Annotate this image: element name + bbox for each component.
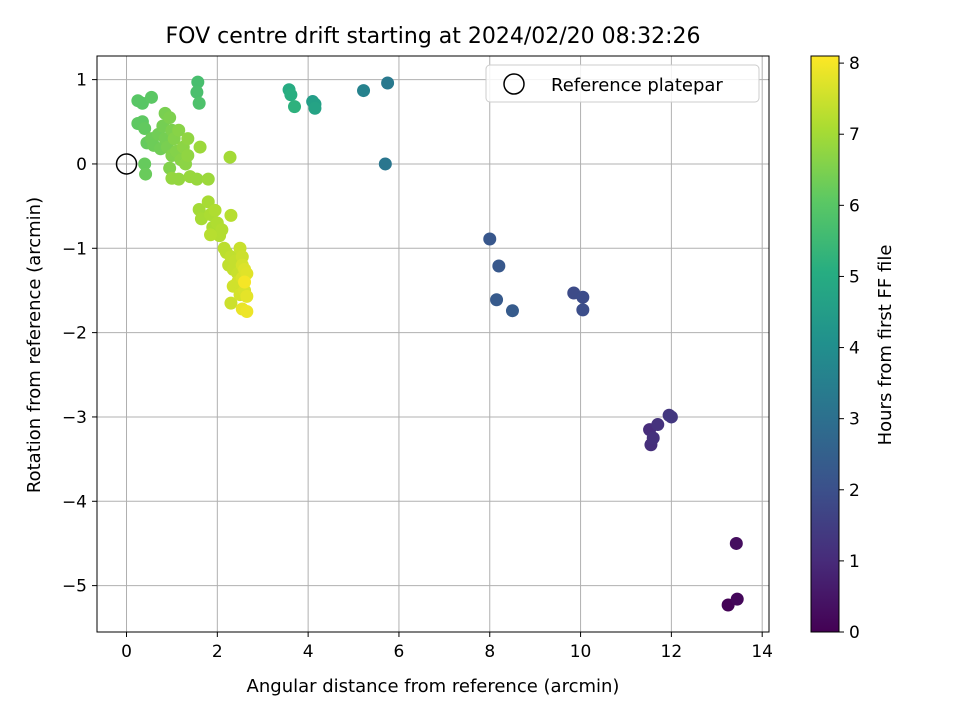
- y-tick-label: 1: [76, 71, 87, 91]
- scatter-point: [224, 208, 238, 222]
- colorbar-tick-label: 3: [849, 410, 860, 430]
- x-tick-label: 12: [661, 642, 683, 662]
- colorbar-ticks: 0 1 2 3 4 5 6 7 8: [839, 54, 860, 643]
- legend-label-reference: Reference platepar: [551, 75, 723, 96]
- data-points: [131, 75, 744, 612]
- scatter-point: [190, 85, 204, 99]
- scatter-point: [172, 172, 186, 186]
- grid-layer: [97, 56, 769, 632]
- scatter-point: [381, 76, 395, 90]
- scatter-point: [139, 167, 153, 181]
- legend-marker-reference: [503, 73, 525, 95]
- scatter-point: [204, 228, 218, 242]
- scatter-point: [576, 303, 590, 317]
- y-tick-label: −5: [62, 577, 87, 597]
- colorbar-gradient: [810, 55, 840, 633]
- colorbar-tick-label: 7: [849, 125, 860, 145]
- scatter-point: [163, 111, 177, 125]
- scatter-point: [193, 140, 207, 154]
- colorbar-tick-label: 2: [849, 481, 860, 501]
- scatter-point: [505, 304, 519, 318]
- scatter-point: [201, 172, 215, 186]
- chart-title: FOV centre drift starting at 2024/02/20 …: [166, 24, 701, 49]
- scatter-point: [378, 157, 392, 171]
- scatter-point: [238, 275, 252, 289]
- scatter-point: [208, 203, 222, 217]
- legend: Reference platepar: [485, 64, 760, 103]
- scatter-point: [181, 132, 195, 146]
- x-tick-label: 0: [121, 642, 132, 662]
- scatter-point: [192, 96, 206, 110]
- scatter-point: [240, 289, 254, 303]
- y-axis-label: Rotation from reference (arcmin): [24, 197, 45, 493]
- y-tick-label: −3: [62, 408, 87, 428]
- scatter-point: [163, 161, 177, 175]
- scatter-point: [483, 232, 497, 246]
- scatter-point: [138, 122, 152, 136]
- scatter-point: [138, 157, 152, 171]
- y-tick-label: −4: [62, 492, 87, 512]
- scatter-point: [215, 223, 229, 237]
- scatter-point: [664, 410, 678, 424]
- x-tick-label: 4: [303, 642, 314, 662]
- scatter-point: [308, 101, 322, 115]
- colorbar-tick-label: 8: [849, 54, 860, 74]
- scatter-point: [240, 305, 254, 319]
- colorbar-tick-label: 0: [849, 623, 860, 643]
- y-tick-label: 0: [76, 155, 87, 175]
- x-tick-label: 6: [394, 642, 405, 662]
- reference-point: [115, 153, 138, 175]
- scatter-point: [576, 290, 590, 304]
- legend-box: [485, 64, 760, 103]
- scatter-point: [729, 536, 743, 550]
- y-tick-label: −2: [62, 324, 87, 344]
- colorbar-tick-label: 4: [849, 339, 860, 359]
- colorbar-tick-label: 5: [849, 267, 860, 287]
- colorbar-tick-label: 6: [849, 196, 860, 216]
- scatter-point: [490, 293, 504, 307]
- scatter-point: [223, 150, 237, 164]
- plot-frame: [96, 55, 770, 633]
- scatter-point: [172, 123, 186, 137]
- colorbar: 0 1 2 3 4 5 6 7 8 Hours from first FF file: [810, 54, 896, 643]
- reference-layer: [115, 153, 138, 175]
- scatter-point: [357, 84, 371, 98]
- x-tick-label: 8: [484, 642, 495, 662]
- colorbar-label: Hours from first FF file: [875, 245, 896, 446]
- x-tick-label: 14: [751, 642, 773, 662]
- scatter-point: [224, 296, 238, 310]
- scatter-point: [191, 75, 205, 89]
- scatter-point: [288, 100, 302, 114]
- y-tick-label: −1: [62, 239, 87, 259]
- x-axis-label: Angular distance from reference (arcmin): [247, 676, 620, 697]
- x-tick-label: 2: [212, 642, 223, 662]
- scatter-point: [284, 88, 298, 102]
- scatter-point: [646, 431, 660, 445]
- scatter-point: [651, 418, 665, 432]
- x-tick-label: 10: [570, 642, 592, 662]
- scatter-point: [730, 592, 744, 606]
- scatter-point: [492, 259, 506, 273]
- colorbar-tick-label: 1: [849, 552, 860, 572]
- scatter-point: [144, 90, 158, 104]
- scatter-point: [181, 149, 195, 163]
- scatter-point: [190, 172, 204, 186]
